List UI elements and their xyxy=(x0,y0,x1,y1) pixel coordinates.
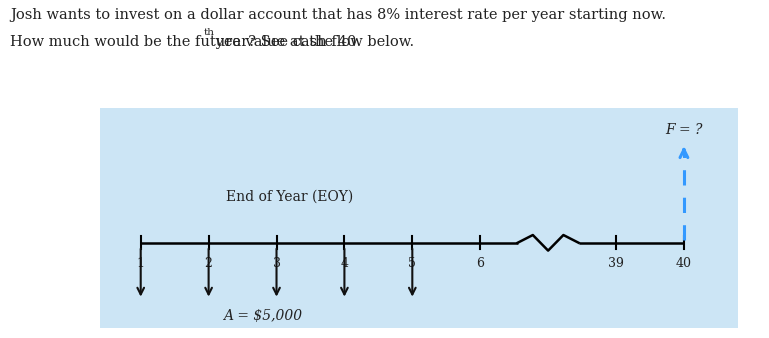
Text: 4: 4 xyxy=(341,257,348,270)
Text: A = $5,000: A = $5,000 xyxy=(223,309,302,323)
Text: How much would be the future value at the 40: How much would be the future value at th… xyxy=(10,34,356,49)
Text: 40: 40 xyxy=(676,257,692,270)
Text: F = ?: F = ? xyxy=(665,123,703,137)
Text: 39: 39 xyxy=(608,257,624,270)
Text: year? See cash flow below.: year? See cash flow below. xyxy=(211,34,414,49)
Text: Josh wants to invest on a dollar account that has 8% interest rate per year star: Josh wants to invest on a dollar account… xyxy=(10,8,666,22)
Text: th: th xyxy=(204,28,215,38)
Text: 5: 5 xyxy=(408,257,416,270)
Text: End of Year (EOY): End of Year (EOY) xyxy=(226,190,354,204)
Text: 6: 6 xyxy=(476,257,484,270)
Text: 3: 3 xyxy=(272,257,281,270)
Text: 2: 2 xyxy=(205,257,212,270)
Text: 1: 1 xyxy=(137,257,145,270)
